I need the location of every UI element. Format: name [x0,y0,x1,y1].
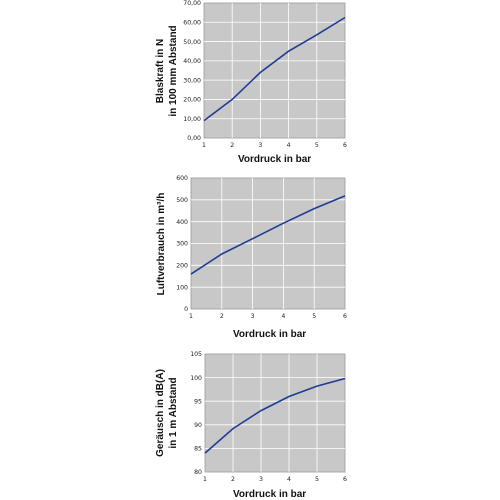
x-tick-label: 5 [315,476,319,483]
y-tick-label: 10,00 [183,116,201,123]
y-tick-label: 0 [184,306,188,313]
y-tick-label: 400 [176,219,188,226]
y-axis-label-line-2: in 100 mm Abstand [168,25,179,116]
x-tick-label: 4 [287,142,291,149]
x-tick-label: 2 [230,142,234,149]
y-tick-labels: 0,00 10,00 20,00 30,00 40,00 50,00 60,00 70,00 [183,0,201,142]
x-tick-label: 1 [202,142,206,149]
y-axis-label: Luftverbrauch in m³/h [156,193,167,296]
series-line [204,377,346,454]
y-tick-label: 90 [194,422,202,429]
x-tick-label: 3 [251,313,255,320]
x-axis-label: Vordruck in bar [233,489,306,500]
y-tick-label: 0,00 [187,135,201,142]
y-tick-label: 60,00 [183,19,201,26]
y-tick-label: 200 [176,263,188,270]
x-axis-label: Vordruck in bar [233,329,306,340]
chart-geraeusch: 80 85 90 95 100 105 1 2 3 4 5 6 Vordruck in bar Ge… [155,351,347,500]
x-tick-label: 6 [343,142,347,149]
x-tick-labels: 1 2 3 4 5 6 [203,476,347,483]
y-axis-label-line-1: Geräusch in dB(A) [155,369,166,457]
x-tick-labels: 1 2 3 4 5 6 [202,142,347,149]
chart-luftverbrauch: 0 100 200 300 400 500 600 1 2 3 4 5 6 Vordruck in b… [156,175,347,340]
y-tick-labels: 80 85 90 95 100 105 [190,351,202,476]
y-tick-label: 40,00 [183,58,201,65]
x-tick-label: 3 [259,476,263,483]
x-axis-label: Vordruck in bar [238,154,311,165]
y-axis-label-line-1: Blaskraft in N [155,39,166,103]
x-tick-label: 2 [231,476,235,483]
y-tick-label: 600 [176,175,188,182]
plot-area [204,353,346,473]
x-tick-label: 4 [281,313,285,320]
y-tick-label: 70,00 [183,0,201,7]
x-tick-label: 5 [312,313,316,320]
x-tick-labels: 1 2 3 4 5 6 [189,313,347,320]
gridlines [204,3,345,138]
x-tick-label: 1 [203,476,207,483]
y-tick-label: 50,00 [183,39,201,46]
y-tick-label: 100 [190,375,202,382]
series-line [190,195,346,275]
chart-blaskraft: 0,0010,0020,0030,0040,0050,0060,0070,00 … [155,0,347,165]
y-tick-label: 85 [194,446,202,453]
x-tick-label: 6 [343,476,347,483]
x-tick-label: 6 [343,313,347,320]
x-tick-label: 5 [315,142,319,149]
x-tick-label: 4 [287,476,291,483]
y-axis-label-line-2: in 1 m Abstand [168,377,179,448]
y-tick-labels: 0 100 200 300 400 500 600 [176,175,188,313]
gridlines [191,178,345,309]
y-tick-label: 80 [194,469,202,476]
series-line [203,16,346,122]
y-tick-label: 500 [176,197,188,204]
gridlines [205,354,345,472]
y-tick-label: 20,00 [183,97,201,104]
y-tick-label: 30,00 [183,77,201,84]
plot-area [203,2,346,139]
y-tick-label: 95 [194,398,202,405]
x-tick-label: 3 [258,142,262,149]
y-tick-label: 300 [176,241,188,248]
x-tick-label: 2 [220,313,224,320]
y-tick-label: 100 [176,284,188,291]
y-tick-label: 105 [190,351,202,358]
x-tick-label: 1 [189,313,193,320]
